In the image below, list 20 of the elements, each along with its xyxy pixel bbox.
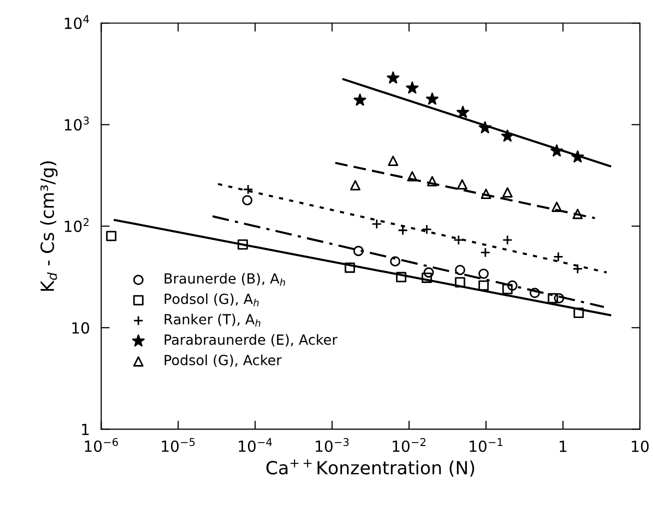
y-tick-label: 10$^{2}$	[64, 218, 89, 232]
y-tick-label: 10	[72, 322, 90, 334]
x-tick-label: 10	[632, 440, 649, 452]
x-tick-label: 10$^{−6}$	[84, 438, 118, 452]
y-axis-title: K$_{d}$ - Cs (cm³/g)	[40, 161, 58, 291]
y-tick-label: 1	[82, 424, 89, 435]
legend-label: Ranker (T), A$_{h}$	[164, 314, 260, 327]
legend-label: Podsol (G), A$_{h}$	[164, 293, 259, 306]
legend-label: Braunerde (B), A$_{h}$	[164, 272, 286, 286]
legend-label: Podsol (G), Acker	[164, 354, 282, 367]
x-tick-label: 10$^{−4}$	[238, 438, 272, 452]
y-tick-label: 10$^{3}$	[64, 116, 89, 131]
y-tick-label: 10$^{4}$	[64, 15, 90, 30]
x-tick-label: 10$^{−1}$	[470, 438, 502, 452]
legend-label: Parabraunerde (E), Acker	[164, 334, 338, 347]
x-tick-label: 1	[560, 440, 566, 452]
x-tick-label: 10$^{−5}$	[162, 438, 195, 452]
x-tick-label: 10$^{−3}$	[316, 438, 349, 452]
x-axis-title: Ca$^{++}$Konzentration (N)	[266, 459, 474, 477]
x-tick-label: 10$^{−2}$	[392, 438, 426, 452]
